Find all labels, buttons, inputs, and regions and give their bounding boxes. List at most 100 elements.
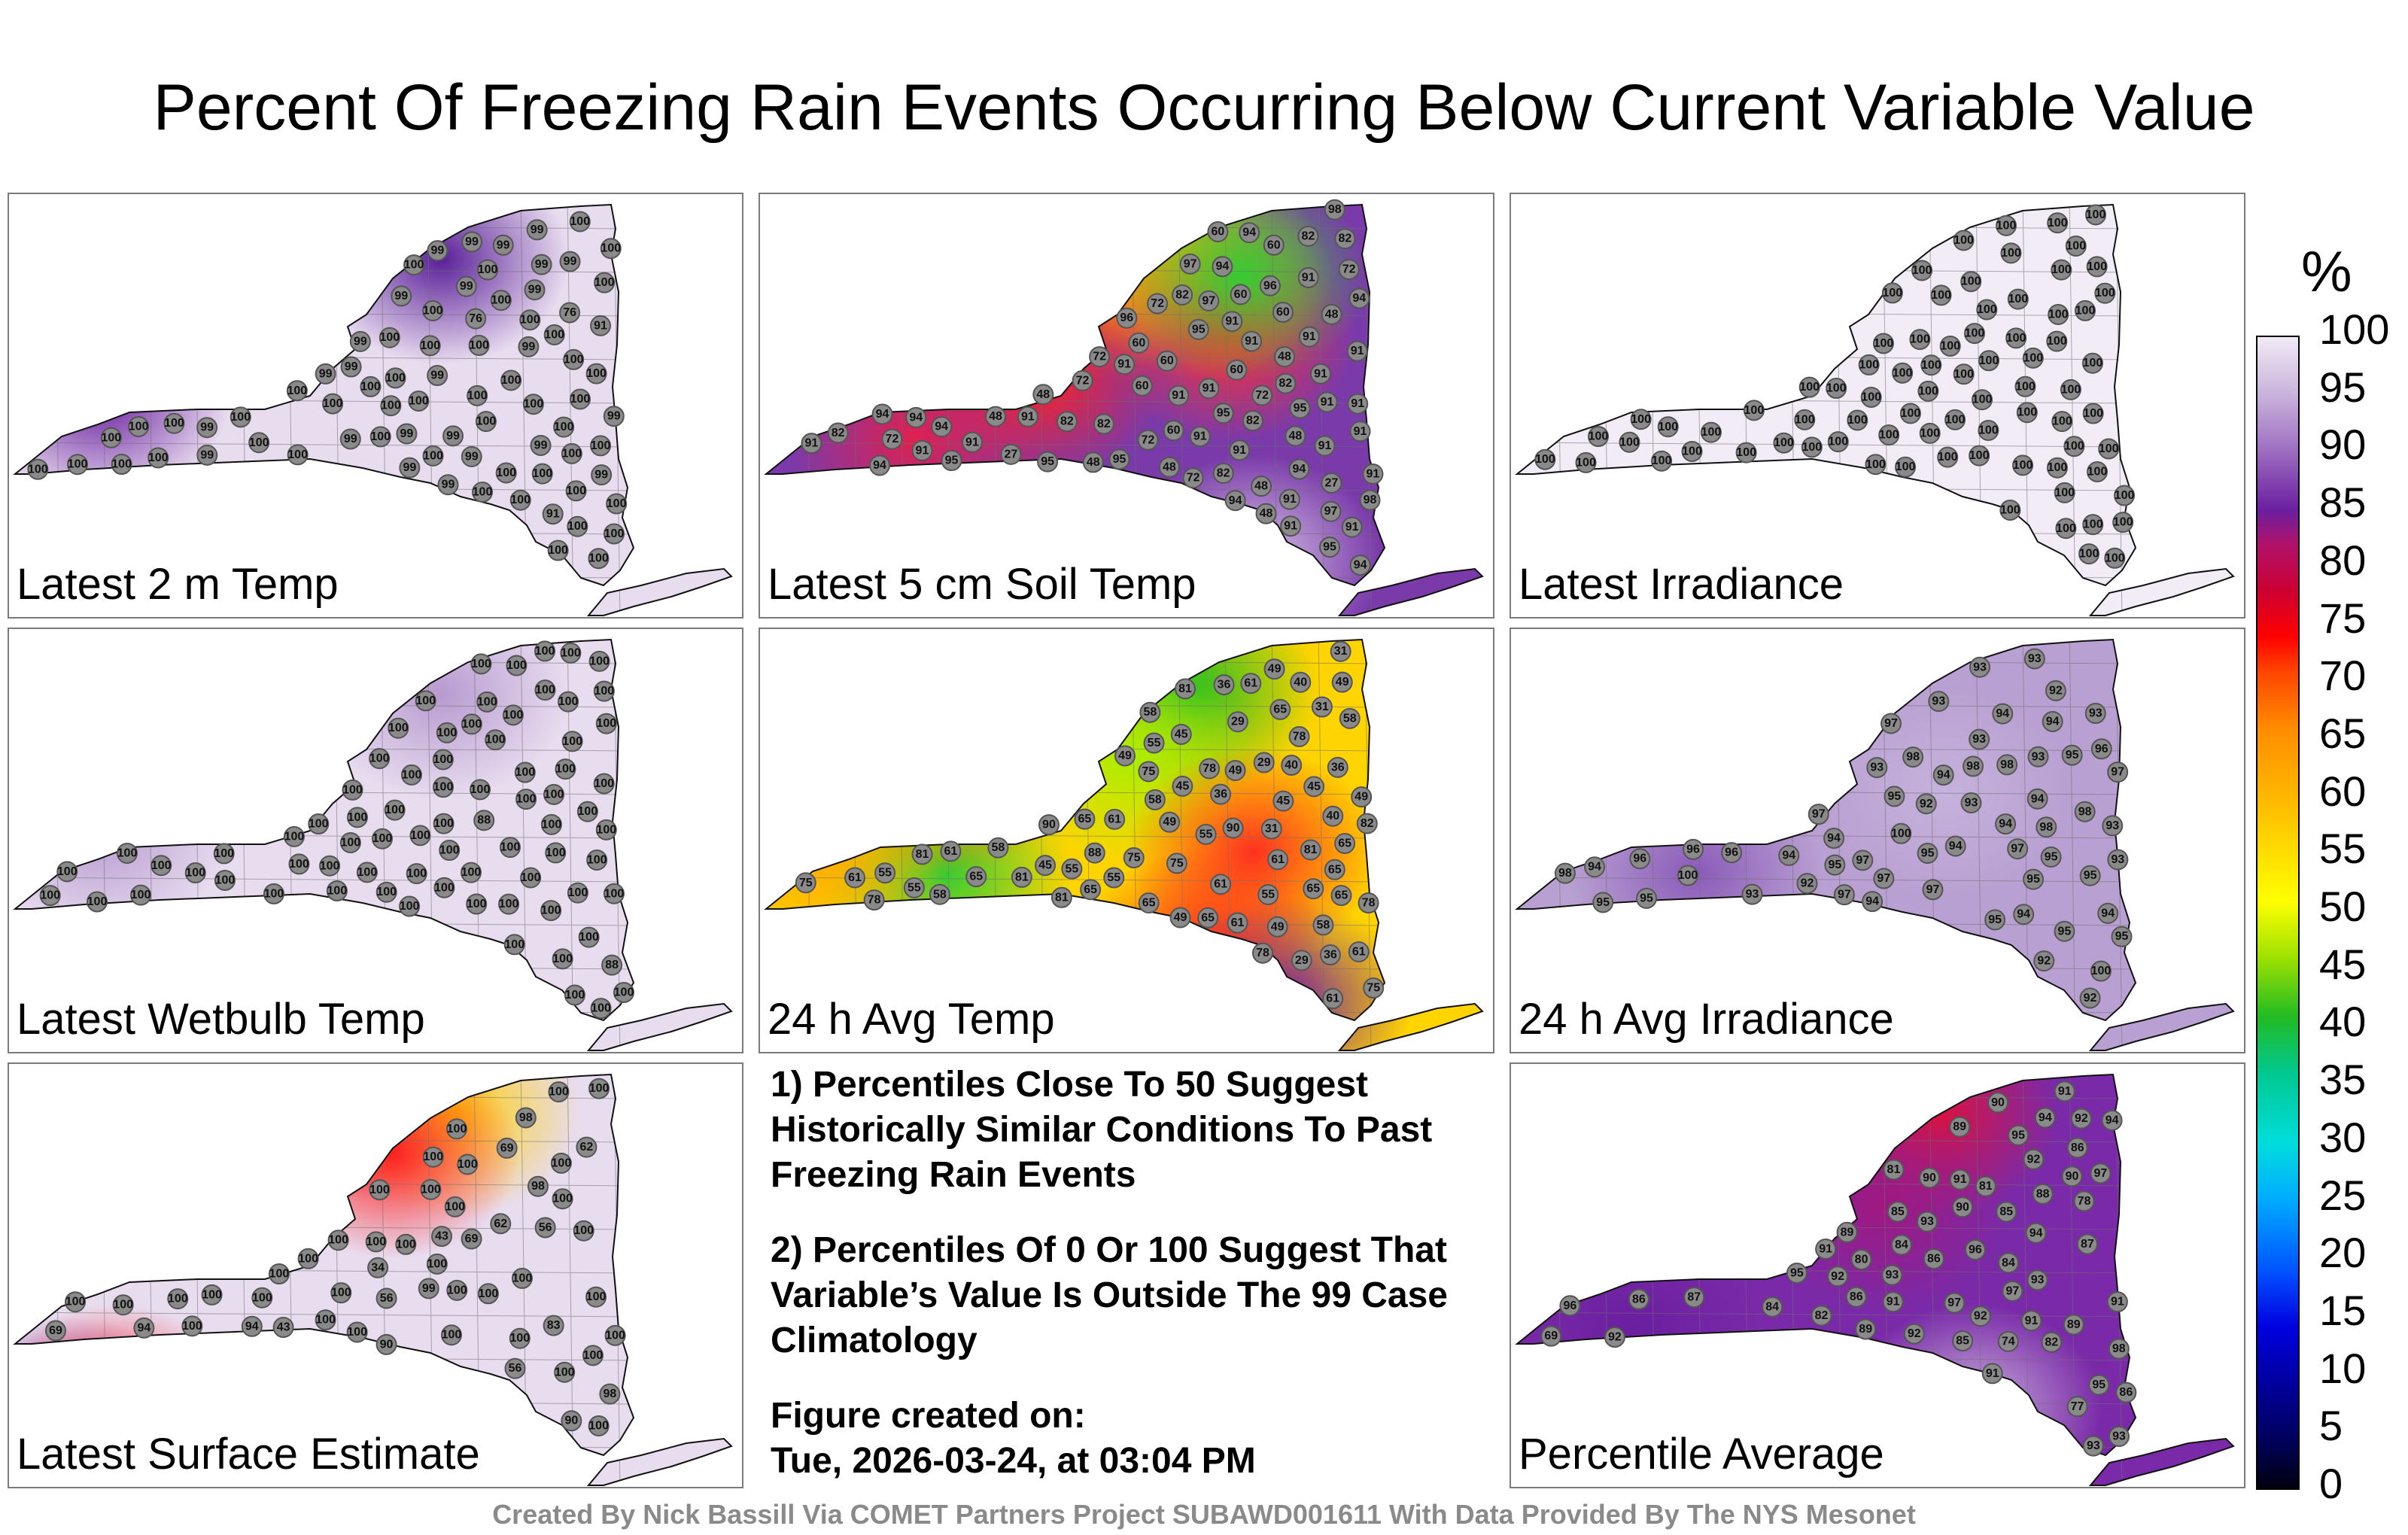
svg-text:84: 84: [1895, 1239, 1908, 1251]
svg-text:72: 72: [1142, 433, 1155, 446]
colorbar-tick: 70: [2319, 652, 2367, 700]
svg-text:100: 100: [287, 385, 308, 397]
svg-text:91: 91: [805, 437, 819, 450]
svg-text:100: 100: [1953, 234, 1974, 247]
station-marker: 100: [39, 885, 61, 907]
station-marker: 91: [961, 431, 983, 453]
svg-text:43: 43: [277, 1321, 290, 1334]
svg-text:100: 100: [2066, 239, 2086, 252]
station-marker: 100: [606, 493, 628, 515]
svg-text:91: 91: [1351, 397, 1364, 410]
svg-text:100: 100: [385, 804, 405, 816]
svg-text:100: 100: [148, 451, 169, 464]
station-marker: 100: [1878, 424, 1900, 446]
station-marker: 97: [2002, 1280, 2023, 1302]
station-marker: 99: [418, 1278, 439, 1299]
station-marker: 100: [1892, 362, 1914, 384]
station-marker: 100: [1700, 421, 1722, 443]
svg-text:100: 100: [554, 421, 574, 433]
station-marker: 100: [543, 783, 565, 805]
station-marker: 91: [542, 503, 564, 525]
svg-text:90: 90: [1227, 822, 1240, 834]
svg-text:100: 100: [552, 1157, 572, 1169]
panel-percentile-average: 86 78 81 86 87 69 80 77 74 84 87 82 85 89 81 82 84 85 86 88…: [1510, 1062, 2245, 1488]
station-marker: 82: [2041, 1331, 2063, 1353]
svg-text:94: 94: [876, 408, 889, 421]
svg-text:72: 72: [1187, 472, 1200, 485]
svg-text:60: 60: [1136, 379, 1149, 392]
station-marker: 85: [1887, 1201, 1908, 1223]
station-marker: 82: [1056, 411, 1078, 433]
station-marker: 61: [844, 867, 866, 889]
svg-text:91: 91: [1225, 315, 1239, 328]
station-marker: 97: [2007, 838, 2029, 860]
station-marker: 100: [2085, 204, 2107, 226]
svg-text:100: 100: [2054, 486, 2075, 499]
svg-text:91: 91: [916, 444, 929, 457]
svg-text:78: 78: [868, 894, 881, 907]
station-marker: 100: [590, 998, 612, 1020]
station-marker: 100: [388, 717, 409, 739]
map: 86 78 81 86 87 69 80 77 74 84 87 82 85 89 81 82 84 85 86 88…: [1515, 1073, 2235, 1486]
svg-text:86: 86: [1850, 1290, 1863, 1303]
svg-text:94: 94: [2017, 908, 2030, 921]
station-marker: 100: [470, 653, 492, 675]
svg-text:100: 100: [117, 847, 138, 859]
colorbar-tick: 10: [2319, 1344, 2367, 1392]
svg-text:100: 100: [323, 397, 343, 410]
svg-text:100: 100: [1799, 381, 1820, 394]
station-marker: 72: [1089, 346, 1111, 368]
station-marker: 95: [1984, 909, 2006, 931]
svg-text:95: 95: [1323, 541, 1336, 554]
colorbar-tick: 30: [2319, 1113, 2367, 1161]
station-marker: 27: [1321, 472, 1342, 494]
svg-text:86: 86: [2119, 1386, 2133, 1399]
station-marker: 99: [339, 428, 361, 450]
svg-text:100: 100: [506, 659, 527, 672]
svg-text:48: 48: [1260, 507, 1273, 520]
station-marker: 100: [498, 893, 520, 915]
station-marker: 100: [1978, 350, 2000, 372]
station-marker: 86: [1923, 1248, 1944, 1269]
svg-text:40: 40: [1285, 758, 1298, 771]
station-marker: 91: [1310, 363, 1332, 385]
station-marker: 65: [965, 866, 987, 888]
station-marker: 100: [519, 309, 541, 331]
svg-text:91: 91: [2111, 1296, 2124, 1309]
station-marker: 93: [1916, 1211, 1938, 1233]
svg-text:100: 100: [388, 722, 409, 734]
station-marker: 95: [2079, 865, 2101, 886]
svg-text:80: 80: [1855, 1254, 1868, 1266]
station-marker: 78: [863, 889, 885, 911]
svg-text:100: 100: [331, 1287, 351, 1299]
colorbar-tick: 100: [2319, 305, 2390, 353]
station-marker: 65: [1080, 879, 1102, 901]
station-marker: 98: [2074, 801, 2096, 822]
svg-text:100: 100: [462, 718, 482, 731]
station-marker: 100: [184, 862, 206, 884]
station-marker: 100: [573, 1220, 594, 1242]
svg-text:100: 100: [400, 900, 420, 913]
station-marker: 98: [2036, 816, 2057, 838]
svg-text:100: 100: [2047, 335, 2067, 348]
svg-text:92: 92: [1831, 1270, 1844, 1283]
station-marker: 82: [1356, 813, 1378, 834]
svg-text:72: 72: [1093, 351, 1106, 363]
station-marker: 72: [1147, 293, 1169, 315]
svg-text:100: 100: [447, 1123, 467, 1135]
long-island-outline: [586, 1437, 733, 1486]
svg-text:100: 100: [1701, 426, 1722, 439]
station-marker: 100: [288, 853, 310, 875]
station-marker: 94: [931, 416, 953, 438]
svg-text:100: 100: [2083, 407, 2103, 420]
station-marker: 100: [567, 882, 588, 904]
svg-text:100: 100: [555, 763, 576, 776]
svg-text:61: 61: [848, 871, 862, 884]
station-marker: 100: [1860, 386, 1882, 408]
long-island-outline: [1337, 567, 1484, 616]
svg-text:100: 100: [1652, 454, 1672, 467]
svg-text:83: 83: [547, 1319, 561, 1332]
station-marker: 100: [1630, 409, 1652, 430]
svg-text:29: 29: [1257, 756, 1271, 769]
svg-text:100: 100: [1879, 429, 1899, 442]
